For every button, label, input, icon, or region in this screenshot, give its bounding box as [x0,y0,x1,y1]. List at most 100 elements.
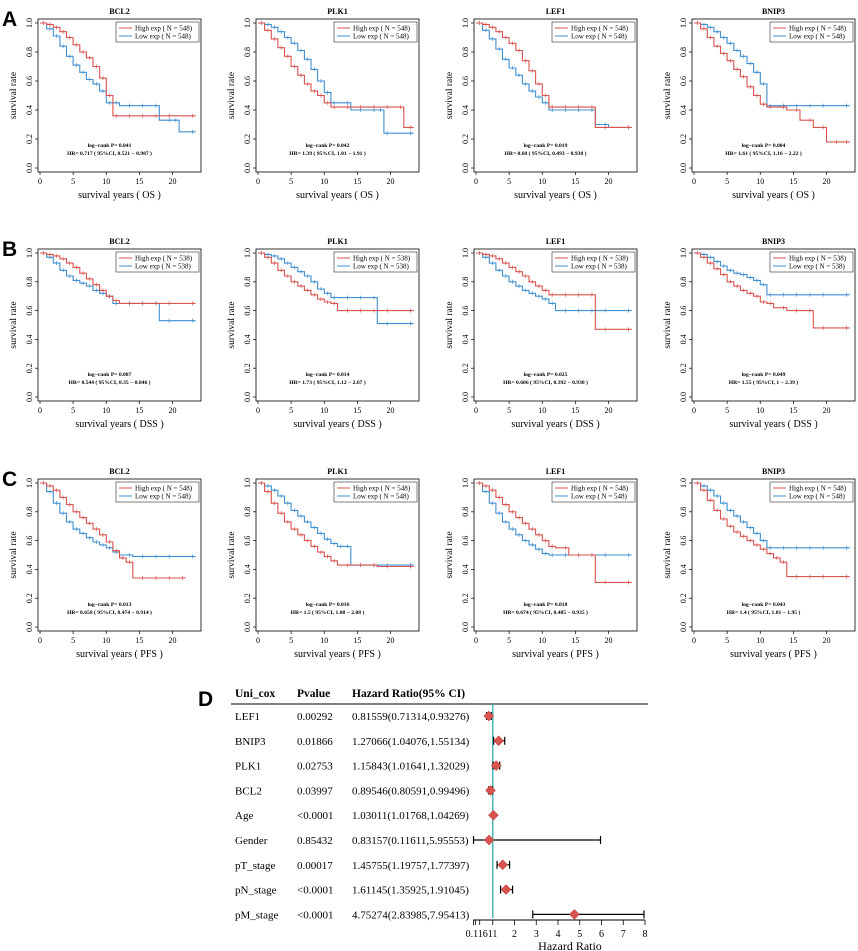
plot-frame [37,248,202,402]
y-tick-label: 0.0 [679,163,688,173]
x-tick-label: 8 [643,929,648,940]
plot-frame [255,248,420,402]
y-tick-label: 0.8 [243,277,252,287]
km-curve-high [258,482,414,568]
legend-label-high: High exp ( N = 538) [353,255,411,263]
x-tick-label: 5 [289,177,293,186]
x-tick-label: 0 [256,177,260,186]
y-tick-label: 0.4 [679,334,688,344]
forest-row: PLK1 0.02753 1.15843(1.01641,1.32029) [235,760,502,773]
panel-label: C [2,468,17,491]
y-tick-label: 0.4 [25,564,34,574]
x-tick-label: 7 [621,929,626,940]
logrank-p: log−rank P= 0.018 [524,602,568,608]
x-tick-label: 20 [823,406,831,415]
legend-label-low: Low exp ( N = 538) [353,263,410,271]
y-tick-label: 0.0 [679,392,688,402]
row-hr-text: 1.45755(1.19757,1.77397) [352,860,470,872]
km-plot-dss-bnip3: BNIP3 0.0 0.2 0.4 0.6 0.8 1.0 0 5 10 15 20 survival … [663,237,856,430]
y-tick-label: 0.2 [679,593,688,603]
hazard-ratio: HR= 0.544 ( 95%CI, 0.35 − 0.846 ) [68,379,150,386]
forest-row: LEF1 0.00292 0.81559(0.71314,0.93276) [235,710,495,723]
legend-box [115,21,200,43]
logrank-p: log−rank P= 0.025 [524,372,568,378]
y-tick-label: 0.4 [461,105,470,115]
legend-label-low: Low exp ( N = 548) [135,493,192,501]
km-plot-dss-bcl2: BCL2 0.0 0.2 0.4 0.6 0.8 1.0 0 5 10 15 20 survival y… [9,237,202,430]
forest-header: Uni_cox [235,688,276,700]
hazard-ratio: HR= 1.39 ( 95%CI, 1.01 − 1.91 ) [289,150,366,157]
plot-frame [473,18,638,173]
km-curve-high [476,482,632,583]
x-tick-label: 0 [256,636,260,645]
y-tick-label: 1.0 [25,478,34,488]
row-variable: Age [235,810,253,822]
legend-box [769,21,854,43]
x-tick-label: 5 [725,406,729,415]
row-pvalue: 0.00292 [297,711,333,723]
logrank-p: log−rank P= 0.043 [742,602,786,608]
hazard-ratio: HR= 1.55 ( 95%CI, 1 − 2.39 ) [729,379,799,386]
hr-marker [493,735,504,747]
km-plot-os-bcl2: BCL2 0.0 0.2 0.4 0.6 0.8 1.0 0 5 10 15 20 survival y… [9,7,202,201]
row-variable: BCL2 [235,785,262,797]
row-pvalue: 0.85432 [297,835,333,847]
y-tick-label: 0.8 [679,277,688,287]
y-axis-label: survival rate [227,531,237,578]
legend-label-high: High exp ( N = 548) [135,485,193,493]
plot-frame [255,478,420,632]
x-tick-label: 0 [692,177,696,186]
x-tick-label: 15 [135,406,143,415]
plot-title: LEF1 [546,467,566,476]
y-axis-label: survival rate [445,301,455,348]
hazard-ratio: HR= 1.73 ( 95%CI, 1.12 − 2.67 ) [289,379,366,386]
km-curve-low [258,482,414,566]
y-tick-label: 0.8 [243,507,252,517]
legend-box [769,481,854,503]
km-plot-dss-lef1: LEF1 0.0 0.2 0.4 0.6 0.8 1.0 0 5 10 15 20 survival y… [445,237,638,430]
y-tick-label: 0.0 [679,622,688,632]
x-tick-label: 10 [756,406,764,415]
row-hr-text: 1.15843(1.01641,1.32029) [352,761,470,773]
y-tick-label: 1.0 [461,248,470,258]
x-tick-label: 20 [169,636,177,645]
y-tick-label: 0.2 [25,593,34,603]
plot-title: PLK1 [327,467,347,476]
y-tick-label: 0.0 [461,392,470,402]
logrank-p: log−rank P= 0.013 [88,602,132,608]
legend-label-low: Low exp ( N = 548) [789,493,846,501]
hazard-ratio: HR= 0.658 ( 95%CI, 0.474 − 0.914 ) [67,609,152,616]
x-tick-label: 5 [725,636,729,645]
km-curve-low [694,22,850,107]
x-axis-label: survival years ( PFS ) [730,649,817,660]
x-tick-label: 15 [789,177,797,186]
y-tick-label: 0.6 [679,306,688,316]
legend-box [333,21,418,43]
x-tick-label: 10 [538,636,546,645]
y-axis-label: survival rate [663,72,673,119]
x-tick-label: 2 [512,929,517,940]
plot-frame [473,478,638,632]
x-tick-label: 15 [571,636,579,645]
y-tick-label: 0.2 [461,363,470,373]
legend-label-low: Low exp ( N = 538) [571,263,628,271]
y-tick-label: 0.4 [243,334,252,344]
x-tick-label: 10 [102,177,110,186]
y-tick-label: 0.2 [461,134,470,144]
forest-x-axis-label: Hazard Ratio [538,939,602,951]
legend-label-low: Low exp ( N = 548) [353,33,410,41]
legend-label-high: High exp ( N = 548) [789,485,847,493]
km-curve-high [258,22,414,128]
y-tick-label: 0.2 [25,134,34,144]
legend-box [115,251,200,273]
row-hr-text: 1.03011(1.01768,1.04269) [352,810,469,822]
panel-label: A [2,8,17,31]
x-tick-label: 0 [692,636,696,645]
y-tick-label: 1.0 [243,18,252,28]
y-tick-label: 0.6 [679,536,688,546]
row-variable: PLK1 [235,761,261,773]
x-tick-label: 0 [38,636,42,645]
x-tick-label: 0 [38,177,42,186]
logrank-p: log−rank P= 0.042 [306,143,350,149]
legend-label-high: High exp ( N = 538) [571,255,629,263]
